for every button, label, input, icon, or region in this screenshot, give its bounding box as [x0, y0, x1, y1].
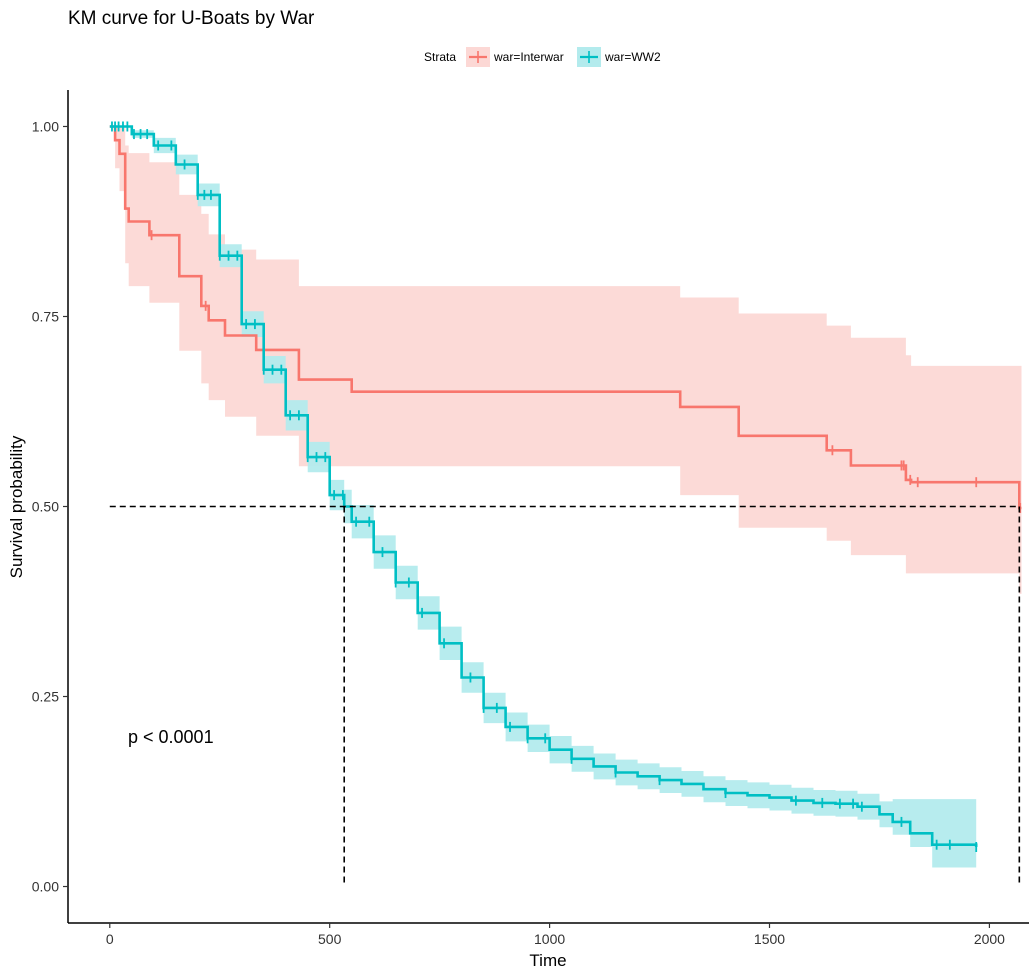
y-tick-label: 1.00 [32, 118, 59, 134]
x-tick-label: 2000 [974, 931, 1005, 947]
axes: 0.00 0.25 0.50 0.75 1.00 0 500 1000 1500 2000 [32, 90, 1029, 947]
y-axis-title: Survival probability [7, 435, 26, 578]
ci-band-war-interwar [109, 126, 1022, 594]
y-tick-label: 0.75 [32, 308, 59, 324]
y-tick-label: 0.25 [32, 689, 59, 705]
censor-marks-war-ww2 [111, 121, 978, 852]
legend-label-interwar: war=Interwar [493, 50, 564, 64]
y-tick-label: 0.00 [32, 879, 59, 895]
legend-title: Strata [424, 50, 456, 64]
survival-line-war-interwar [109, 125, 1022, 510]
chart-title: KM curve for U-Boats by War [68, 8, 315, 29]
x-tick-label: 1500 [754, 931, 785, 947]
plot-area [109, 121, 1022, 887]
x-tick-label: 1000 [534, 931, 565, 947]
legend-label-ww2: war=WW2 [604, 50, 661, 64]
legend: Strata war=Interwar war=WW2 [424, 47, 661, 67]
x-tick-label: 0 [106, 931, 114, 947]
censor-marks-war-interwar [150, 230, 1022, 514]
y-tick-label: 0.50 [32, 499, 59, 515]
x-tick-label: 500 [318, 931, 342, 947]
p-value-annotation: p < 0.0001 [128, 727, 214, 747]
x-axis-title: Time [529, 951, 566, 970]
